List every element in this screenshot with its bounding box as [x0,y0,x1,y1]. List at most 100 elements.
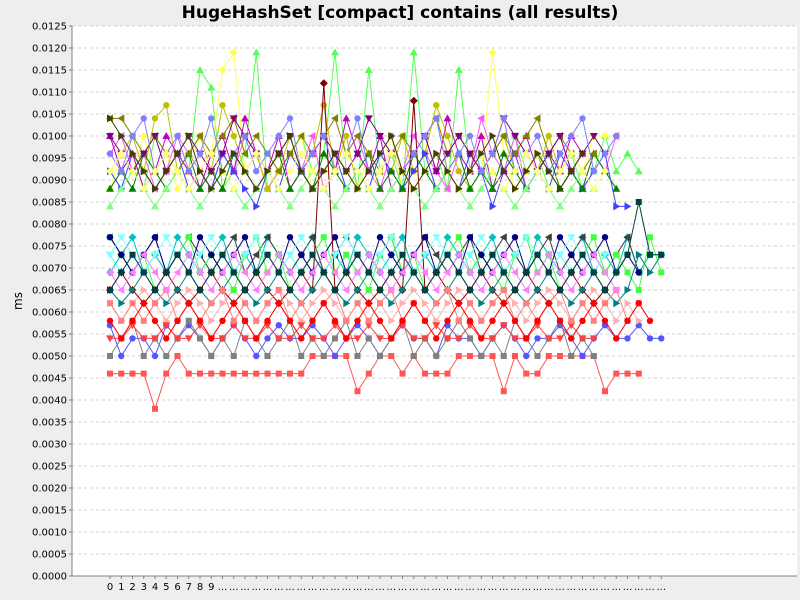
data-point [376,234,384,241]
data-point [523,370,530,377]
data-point [421,251,429,259]
data-point [174,251,181,258]
data-point [624,317,631,324]
x-tick-label: ... [521,582,531,593]
data-point [467,335,473,342]
data-point [174,132,181,140]
data-point [477,234,486,242]
data-point [613,132,620,140]
data-point [219,299,227,308]
data-point [128,184,137,192]
data-point [264,317,271,324]
data-point [534,317,541,324]
data-point [163,370,170,377]
data-point [264,251,271,258]
data-point [343,335,350,342]
data-point [443,335,452,343]
data-point [286,268,293,277]
data-point [252,132,260,140]
data-point [557,184,564,193]
data-point [511,202,519,210]
x-tick-label: ... [611,582,621,593]
data-point [218,132,226,140]
data-point [230,370,237,377]
data-point [557,287,563,293]
y-tick-label: 0.0035 [32,418,67,429]
data-point [162,132,171,139]
data-point [286,167,294,176]
data-point [106,184,114,192]
data-point [477,286,485,294]
data-point [579,352,586,360]
data-point [511,149,518,158]
data-point [421,335,429,343]
data-point [388,269,395,276]
data-point [162,286,170,294]
data-point [556,268,563,277]
data-point [533,268,541,277]
data-point [320,286,328,294]
data-point [218,150,227,158]
data-point [556,202,564,210]
data-point [443,114,452,122]
data-point [568,299,576,308]
data-point [342,114,351,122]
data-point [343,317,350,324]
data-point [208,115,215,122]
data-point [646,335,654,342]
data-point [658,335,665,342]
x-tick-label: ... [398,582,408,593]
series-line [109,236,640,274]
data-point [208,353,215,359]
x-tick-label: ... [645,582,655,593]
data-point [106,167,114,176]
y-tick-label: 0.0115 [32,66,67,77]
data-point [297,286,305,294]
data-point [500,115,507,122]
data-point [173,167,182,176]
data-point [454,335,463,343]
data-point [219,251,226,258]
data-point [466,150,474,158]
data-point [568,167,576,176]
data-point [343,353,350,359]
data-point [499,250,507,259]
data-point [342,286,350,294]
data-point [139,335,148,343]
data-point [275,149,283,158]
data-point [489,317,496,324]
data-point [253,202,261,211]
data-point [208,300,215,307]
data-point [207,83,216,91]
y-tick-label: 0.0110 [32,88,67,99]
data-point [308,268,316,277]
data-point [612,184,621,192]
data-point [478,335,485,342]
data-point [444,370,451,377]
data-point [230,149,238,158]
data-point [242,167,249,176]
y-tick-label: 0.0100 [32,132,67,143]
data-point [185,300,192,307]
data-point [409,250,417,259]
data-point [477,114,485,123]
data-point [184,184,193,193]
data-point [298,370,305,377]
data-point [433,149,441,158]
data-point [478,168,485,175]
data-point [320,269,327,276]
data-point [511,268,518,277]
x-tick-label: 2 [129,582,135,593]
data-point [512,299,519,308]
data-point [601,234,609,241]
data-point [399,251,406,258]
data-point [152,287,158,293]
y-tick-label: 0.0005 [32,550,67,561]
data-point [568,132,575,140]
data-point [275,300,282,307]
data-point [544,335,553,343]
data-point [319,184,328,193]
data-point [286,115,294,122]
data-point [512,353,518,359]
data-point [489,150,496,157]
